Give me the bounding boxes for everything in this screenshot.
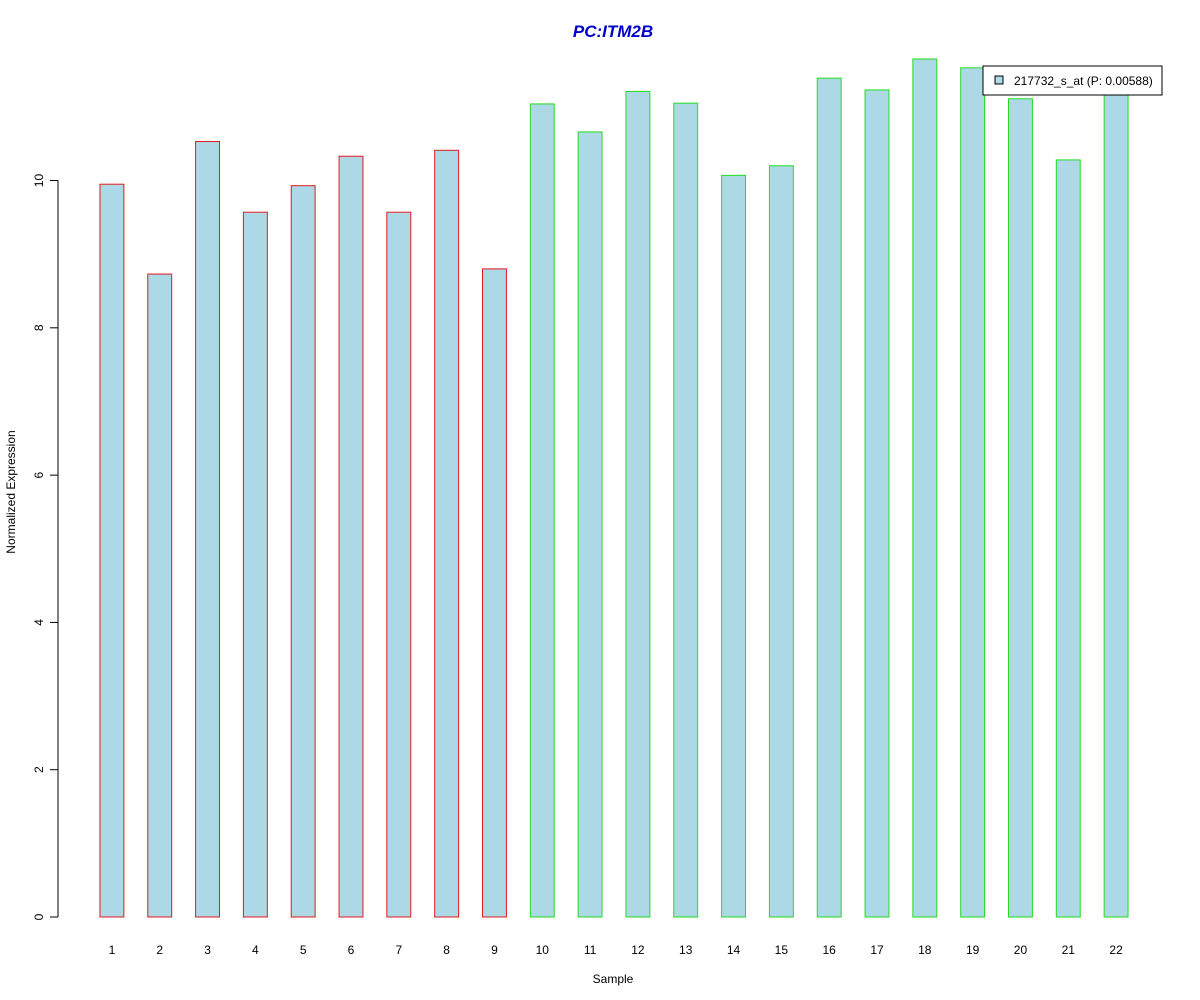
legend-swatch [994, 75, 1004, 85]
x-axis-label: Sample [593, 972, 634, 986]
x-tick-label: 4 [252, 943, 259, 957]
y-axis: 0 2 4 6 8 10 [32, 174, 59, 920]
x-tick-label: 22 [1109, 943, 1123, 957]
bar-sample-10 [529, 103, 555, 918]
bar-sample-5 [290, 185, 316, 918]
bar-sample-1 [99, 183, 125, 918]
bar-sample-21 [1055, 159, 1081, 918]
x-tick-label: 8 [443, 943, 450, 957]
y-tick-label: 2 [32, 766, 46, 773]
bar-sample-4 [242, 211, 268, 918]
bar-sample-6 [338, 155, 364, 918]
bar-sample-2 [147, 273, 173, 918]
x-tick-label: 16 [823, 943, 837, 957]
y-axis-label: Normalized Expression [4, 430, 18, 553]
x-tick-label: 13 [679, 943, 693, 957]
bar-sample-16 [816, 77, 842, 918]
legend-box [982, 65, 1163, 96]
x-tick-label: 6 [348, 943, 355, 957]
x-tick-label: 12 [631, 943, 645, 957]
x-tick-label: 15 [775, 943, 789, 957]
y-tick-label: 10 [32, 174, 46, 188]
x-tick-label: 10 [536, 943, 550, 957]
bar-sample-8 [434, 149, 460, 918]
x-tick-label: 7 [395, 943, 402, 957]
x-tick-label: 14 [727, 943, 741, 957]
bar-sample-14 [721, 174, 746, 918]
y-tick-label: 8 [32, 324, 46, 331]
x-tick-label: 20 [1014, 943, 1028, 957]
bar-sample-22 [1103, 75, 1129, 918]
x-tick-label: 2 [156, 943, 163, 957]
x-tick-label: 9 [491, 943, 498, 957]
legend-label: 217732_s_at (P: 0.00588) [1014, 74, 1153, 88]
x-tick-label: 3 [204, 943, 211, 957]
bar-sample-19 [960, 67, 986, 918]
bar-sample-12 [625, 90, 651, 918]
bar-sample-3 [195, 140, 221, 918]
bar-sample-7 [386, 211, 412, 918]
x-tick-label: 18 [918, 943, 932, 957]
x-tick-label: 5 [300, 943, 307, 957]
x-tick-label: 17 [870, 943, 884, 957]
bar-sample-15 [768, 165, 794, 918]
x-tick-label: 1 [109, 943, 116, 957]
bar-sample-18 [912, 58, 938, 918]
legend: 217732_s_at (P: 0.00588) [982, 65, 1163, 96]
bar-sample-20 [1008, 98, 1033, 918]
bar-sample-17 [864, 89, 890, 918]
x-tick-label: 11 [584, 943, 597, 957]
bar-sample-11 [577, 131, 603, 918]
bars [99, 58, 1129, 918]
x-tick-label: 19 [966, 943, 980, 957]
x-tick-labels: 1 2 3 4 5 6 7 8 9 10 11 12 13 14 15 16 17 18 19 20 21 22 [109, 943, 1124, 957]
x-tick-label: 21 [1062, 943, 1076, 957]
bar-sample-13 [673, 102, 699, 918]
bar-sample-9 [482, 268, 507, 918]
y-tick-label: 0 [32, 913, 46, 920]
y-tick-label: 6 [32, 471, 46, 478]
y-tick-label: 4 [32, 619, 46, 626]
chart-title: PC:ITM2B [573, 22, 653, 41]
